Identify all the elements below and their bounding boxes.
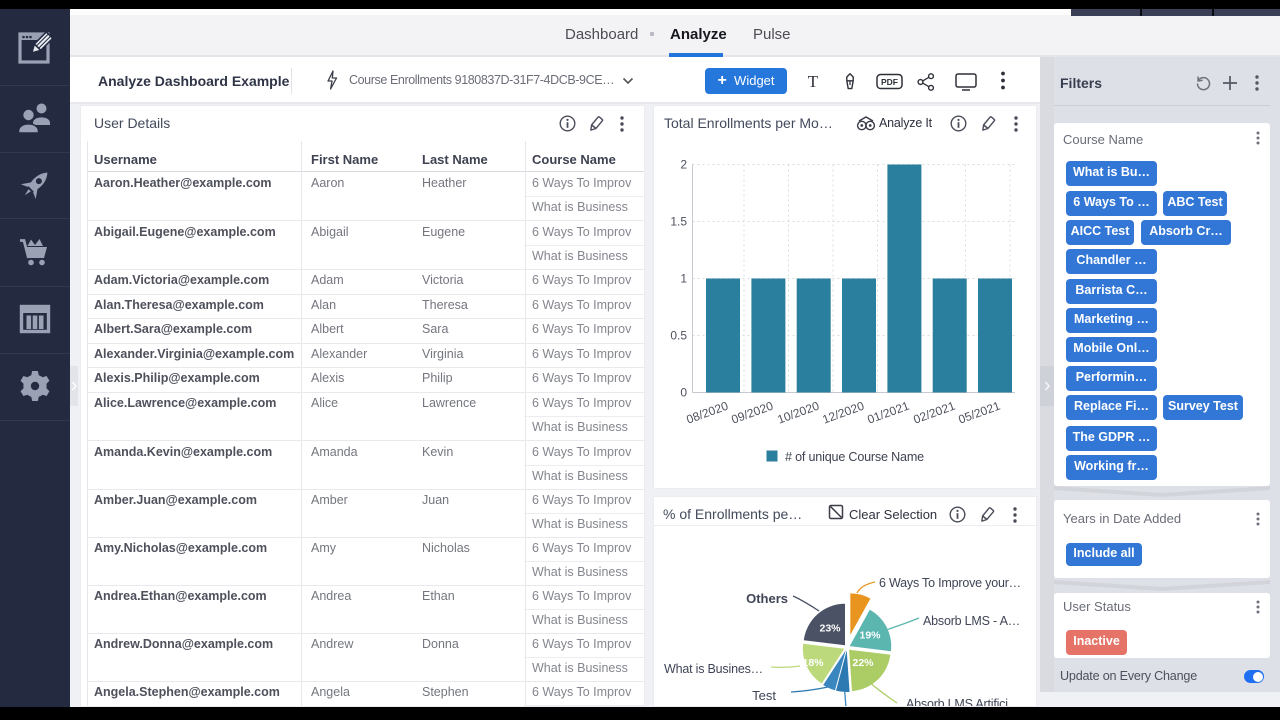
svg-text:# of unique Course Name: # of unique Course Name (785, 450, 924, 464)
svg-text:12/2020: 12/2020 (820, 399, 866, 427)
svg-text:08/2020: 08/2020 (684, 399, 730, 427)
svg-text:02/2021: 02/2021 (911, 399, 957, 427)
svg-text:PDF: PDF (881, 77, 898, 87)
svg-text:23%: 23% (819, 623, 841, 635)
svg-text:01/2021: 01/2021 (865, 399, 911, 427)
svg-text:2: 2 (680, 158, 687, 172)
svg-text:1.5: 1.5 (670, 215, 687, 229)
svg-text:19%: 19% (859, 630, 881, 642)
svg-text:05/2021: 05/2021 (956, 399, 1002, 427)
svg-text:22%: 22% (852, 657, 874, 669)
svg-text:10/2020: 10/2020 (775, 399, 821, 427)
svg-text:1: 1 (680, 272, 687, 286)
svg-text:18%: 18% (802, 657, 824, 669)
svg-text:09/2020: 09/2020 (729, 399, 775, 427)
svg-text:0.5: 0.5 (670, 329, 687, 343)
svg-text:T: T (808, 73, 819, 89)
svg-text:0: 0 (680, 386, 687, 400)
